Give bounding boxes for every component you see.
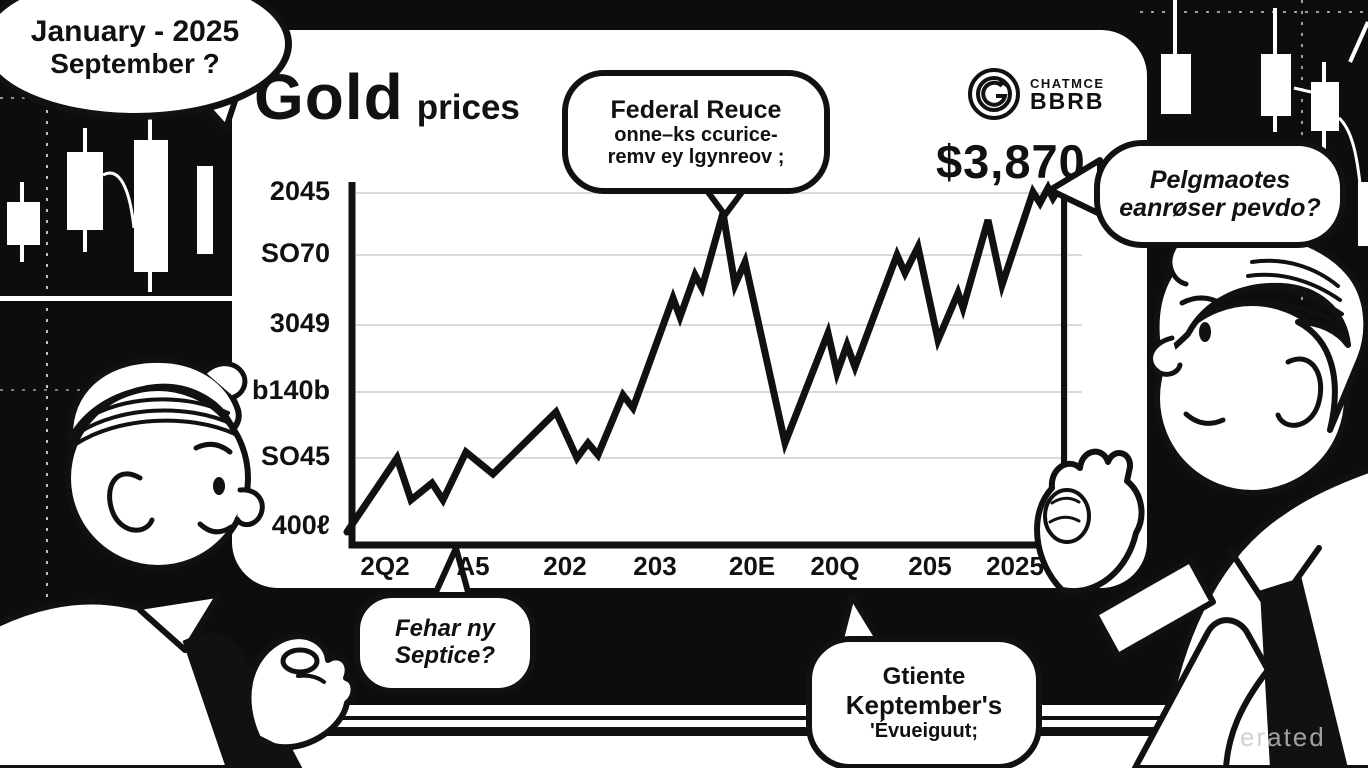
y-tick-label: 3049 <box>269 308 330 338</box>
watermark-text: erated <box>1240 722 1326 752</box>
bottom-right-bubble: Gtiente Keptember's 'Évueiguut; <box>806 636 1042 768</box>
x-tick-label: 203 <box>633 551 677 581</box>
y-tick-label: SO45 <box>260 441 330 471</box>
y-tick-label: 2045 <box>269 176 330 206</box>
right-bubble: Pelgmaotes eanrøser pevdo? <box>1094 140 1346 248</box>
candle-body <box>1161 54 1191 114</box>
logo-text-top: CHATMCE <box>1030 75 1105 91</box>
x-tick-label: 202 <box>543 551 587 581</box>
candle-body <box>1311 82 1339 131</box>
right-bubble-line2: eanrøser pevdo? <box>1119 194 1321 222</box>
federal-bubble-line2: onne–ks ccurice- <box>614 123 778 146</box>
panel-divider-line <box>0 296 232 301</box>
brand-logo: CHATMCE BBRB <box>966 66 1105 122</box>
bottom-left-bubble-line2: Septice? <box>394 642 496 669</box>
candle-body <box>7 202 40 245</box>
right-bubble-line1: Pelgmaotes <box>1149 166 1291 194</box>
right-character <box>1034 230 1368 768</box>
price-annotation: $3,870 <box>936 135 1086 188</box>
trend-curve <box>102 171 136 229</box>
candle-body <box>134 140 168 272</box>
federal-bubble-line3: remv ey lgynreov ; <box>607 146 785 168</box>
logo-text-bottom: BBRB <box>1030 87 1105 114</box>
left-character <box>0 356 357 768</box>
candle-wick <box>1173 0 1177 56</box>
x-tick-label: 2025 <box>986 551 1044 581</box>
chart-title: Gold prices <box>254 60 520 134</box>
bottom-left-bubble: Fehar ny Septice? <box>354 592 536 694</box>
title-sub: prices <box>416 88 520 127</box>
y-tick-label: b140b <box>251 375 330 405</box>
federal-bubble: Federal Reuce onne–ks ccurice- remv ey l… <box>562 70 830 194</box>
federal-bubble-line1: Federal Reuce <box>610 95 782 124</box>
candle-body <box>1358 182 1368 246</box>
candle-wick <box>1322 62 1326 84</box>
bottom-right-bubble-line2: Keptember's <box>845 689 1003 720</box>
price-line <box>343 180 1064 536</box>
candle-wick <box>1322 130 1326 160</box>
y-tick-label: SO70 <box>260 238 330 268</box>
x-tick-label: 2Q2 <box>360 551 410 581</box>
header-bubble-line1: January - 2025 <box>30 14 240 48</box>
x-tick-label: 20Q <box>810 551 860 581</box>
y-tick-label: 400ℓ <box>271 510 330 540</box>
candle-body <box>67 152 103 230</box>
x-tick-label: A5 <box>456 551 490 581</box>
candle-body <box>197 166 213 254</box>
candle-body <box>1261 54 1291 116</box>
candle-wick <box>1273 114 1277 132</box>
bottom-right-bubble-line3: 'Évueiguut; <box>869 719 979 742</box>
brand-logo-icon <box>968 68 1020 120</box>
header-bubble-line2: September ? <box>50 48 220 80</box>
right-candlestick-panel <box>1140 0 1368 300</box>
bottom-left-bubble-line1: Fehar ny <box>394 615 496 643</box>
whiteboard <box>232 30 1147 588</box>
x-tick-label: 205 <box>908 551 952 581</box>
left-candlestick-panel <box>0 0 232 700</box>
bottom-right-bubble-line1: Gtiente <box>882 662 966 690</box>
chart-axes <box>348 182 1075 549</box>
candle-wick <box>1273 8 1277 56</box>
x-tick-label: 20E <box>728 551 776 581</box>
